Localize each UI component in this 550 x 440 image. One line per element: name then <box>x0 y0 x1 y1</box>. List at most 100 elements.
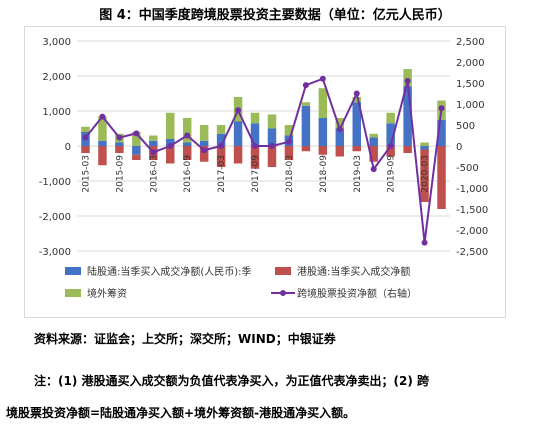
chart-frame: -3,000 -2,000 -1,000 0 1,000 2,000 3,000 -2,500… <box>24 26 506 318</box>
bar <box>250 123 260 146</box>
bar <box>216 146 226 167</box>
bar <box>318 118 328 146</box>
line-point <box>319 75 326 82</box>
bar <box>386 112 395 124</box>
bar <box>335 118 345 129</box>
bar <box>352 97 361 103</box>
y-right-tick-label: -1,000 <box>456 184 488 195</box>
bar <box>149 135 158 141</box>
bar <box>98 116 107 141</box>
bar <box>98 140 107 146</box>
line-point <box>387 143 394 149</box>
y-right-tick-label: -2,000 <box>456 226 488 237</box>
bar <box>199 125 209 141</box>
bar <box>199 146 209 162</box>
y-left-tick-label: -2,000 <box>39 212 71 223</box>
bar <box>166 139 175 146</box>
x-tick-label: 2020-03 <box>421 155 431 193</box>
bar <box>352 102 361 146</box>
line-point <box>201 147 208 154</box>
line-point <box>82 134 89 141</box>
bar <box>250 146 260 169</box>
note-line-1: 注：(1) 港股通买入成交额为负值代表净买入，为正值代表净卖出；(2) 跨 <box>34 374 429 388</box>
bar <box>437 146 446 209</box>
bar <box>250 112 260 124</box>
bar <box>420 149 429 202</box>
bar <box>403 146 412 153</box>
y-right-tick-label: 500 <box>456 121 475 132</box>
x-tick-label: 2019-09 <box>387 155 397 193</box>
line-point <box>353 90 360 97</box>
x-tick-label: 2018-03 <box>285 155 295 193</box>
line-point <box>302 82 309 89</box>
legend-swatch <box>280 290 286 296</box>
bar <box>301 105 311 146</box>
bar <box>284 146 294 160</box>
bar <box>386 123 395 146</box>
bar <box>149 140 158 146</box>
x-tick-label: 2017-09 <box>251 155 261 193</box>
bar <box>403 86 412 146</box>
bar <box>369 146 378 162</box>
bar <box>318 88 328 118</box>
line-point <box>252 143 259 149</box>
y-right-tick-label: 1,000 <box>456 100 485 111</box>
bar <box>369 133 378 138</box>
legend-label: 跨境股票投资净额（右轴） <box>297 287 417 300</box>
bar <box>420 146 429 150</box>
line-point <box>336 126 343 133</box>
legend-label: 陆股通:当季买入成交净额(人民币):季 <box>87 265 252 278</box>
y-right-tick-label: -500 <box>456 163 479 174</box>
bar <box>284 125 294 136</box>
bar <box>182 118 192 143</box>
bar <box>166 112 175 139</box>
legend-swatch <box>65 267 81 275</box>
bar <box>318 146 328 155</box>
x-tick-label: 2015-03 <box>81 155 91 193</box>
y-right-tick-label: -2,500 <box>456 247 488 258</box>
y-left-tick-label: 0 <box>65 142 71 153</box>
y-right-tick-label: 1,500 <box>456 79 485 90</box>
bar <box>301 102 311 106</box>
line-point <box>184 132 191 139</box>
bar <box>115 142 124 146</box>
line-point <box>285 138 292 145</box>
bar <box>182 146 192 160</box>
bar <box>233 146 243 164</box>
bar <box>132 154 141 160</box>
x-tick-label: 2018-09 <box>319 155 329 193</box>
bar <box>132 132 141 146</box>
bar <box>437 119 446 146</box>
line-point <box>99 113 106 120</box>
chart-title: 图 4：中国季度跨境股票投资主要数据（单位：亿元人民币） <box>99 8 451 23</box>
source-note: 资料来源：证监会；上交所；深交所；WIND；中银证券 <box>34 332 336 346</box>
bar <box>420 142 429 146</box>
bar <box>352 146 361 152</box>
bar <box>267 146 277 167</box>
line-point <box>404 77 411 84</box>
y-left-tick-label: 2,000 <box>42 72 71 83</box>
bar <box>216 133 226 146</box>
bar <box>233 121 243 146</box>
chart-svg: -3,000 -2,000 -1,000 0 1,000 2,000 3,000 -2,500… <box>39 37 489 300</box>
x-tick-label: 2015-09 <box>115 155 125 193</box>
x-tick-label: 2016-03 <box>149 155 159 193</box>
bar <box>386 146 395 157</box>
y-right-tick-label: 0 <box>456 142 462 153</box>
series-line <box>84 77 443 243</box>
line-point <box>438 105 445 112</box>
line-point <box>268 143 275 149</box>
line-point <box>167 143 174 149</box>
bar <box>166 146 175 164</box>
x-tick-label: 2019-03 <box>353 155 363 193</box>
bar <box>81 126 90 132</box>
line-point <box>133 130 140 137</box>
bar <box>115 146 124 153</box>
note-line-2: 境股票投资净额=陆股通净买入额+境外筹资额-港股通净买入额。 <box>6 406 356 420</box>
bar <box>199 140 209 146</box>
bar <box>301 146 311 152</box>
bar <box>98 146 107 166</box>
y-right-tick-label: -1,500 <box>456 205 488 216</box>
legend-label: 境外筹资 <box>87 287 127 300</box>
y-right-tick-label: 2,000 <box>456 58 485 69</box>
